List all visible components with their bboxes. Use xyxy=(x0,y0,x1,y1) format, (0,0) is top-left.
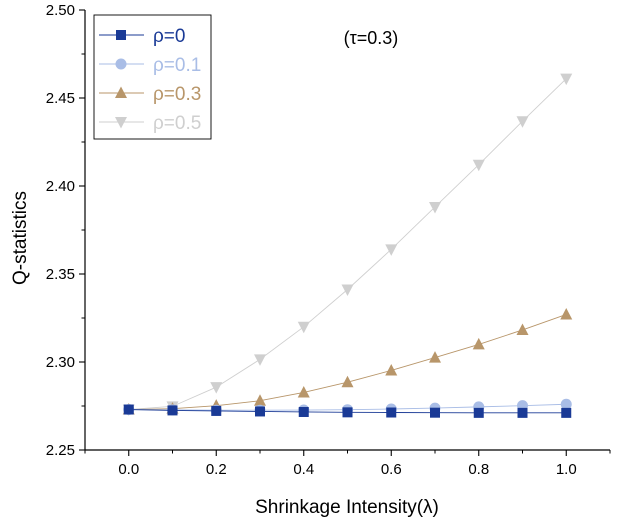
series-line xyxy=(128,314,567,410)
legend-box xyxy=(93,14,212,140)
legend-entry: ρ=0.5 xyxy=(99,113,201,134)
x-tick-label: 0.0 xyxy=(118,461,139,478)
data-point xyxy=(255,406,265,417)
plot-series xyxy=(122,73,573,418)
data-point xyxy=(254,354,266,366)
tau-annotation: (τ=0.3) xyxy=(344,28,399,48)
x-tick-label: 0.8 xyxy=(468,461,489,478)
data-point xyxy=(298,406,309,417)
data-point xyxy=(517,407,528,418)
data-point xyxy=(342,407,353,418)
y-tick-label: 2.25 xyxy=(46,442,75,459)
y-tick-label: 2.50 xyxy=(46,2,75,19)
axes: 0.0 0.2 0.4 0.6 0.8 1.0 2.25 2.30 2.35 2.40 2.45 2.… xyxy=(46,2,611,478)
y-tick-label: 2.30 xyxy=(46,354,75,371)
data-point xyxy=(211,405,222,416)
x-axis-title: Shrinkage Intensity(λ) xyxy=(255,497,439,518)
data-point xyxy=(473,407,484,418)
legend-label: ρ=0.1 xyxy=(153,55,201,76)
data-point xyxy=(560,307,573,320)
data-point xyxy=(430,407,440,418)
legend-label: ρ=0.5 xyxy=(153,113,201,134)
data-point xyxy=(297,321,310,334)
data-point xyxy=(386,407,397,418)
x-tick-label: 1.0 xyxy=(556,461,577,478)
data-point xyxy=(429,201,441,214)
legend-entry: ρ=0.1 xyxy=(99,55,201,76)
data-point xyxy=(429,351,441,363)
data-point xyxy=(560,398,572,410)
data-point xyxy=(516,323,529,335)
x-tick-label: 0.2 xyxy=(206,461,227,478)
data-point xyxy=(516,116,529,128)
legend-marker xyxy=(115,86,127,98)
legend-marker xyxy=(115,117,127,129)
x-tick-label: 0.6 xyxy=(381,461,402,478)
data-point xyxy=(167,405,178,416)
data-point xyxy=(472,159,485,172)
series-0 xyxy=(123,404,572,418)
legend-label: ρ=0.3 xyxy=(153,84,201,105)
legend-marker xyxy=(116,30,126,40)
legend-entry: ρ=0.3 xyxy=(99,84,201,105)
data-point xyxy=(561,407,572,418)
x-tick-label: 0.4 xyxy=(293,461,314,478)
data-point xyxy=(385,363,398,376)
y-tick-label: 2.35 xyxy=(46,266,75,283)
data-point xyxy=(385,244,398,256)
legend-marker xyxy=(115,58,127,70)
y-tick-label: 2.45 xyxy=(46,90,75,107)
data-point xyxy=(254,394,266,406)
data-point xyxy=(297,385,310,398)
data-point xyxy=(123,404,134,415)
data-point xyxy=(472,337,485,350)
legend: ρ=0 ρ=0.1 ρ=0.3 ρ=0.5 xyxy=(93,14,212,140)
y-tick-label: 2.40 xyxy=(46,178,75,195)
legend-entry: ρ=0 xyxy=(99,26,185,47)
data-point xyxy=(341,284,354,296)
data-point xyxy=(210,382,223,394)
y-axis-title: Q-statistics xyxy=(10,191,31,285)
data-point xyxy=(560,73,573,86)
legend-label: ρ=0 xyxy=(153,26,185,47)
data-point xyxy=(341,375,354,388)
